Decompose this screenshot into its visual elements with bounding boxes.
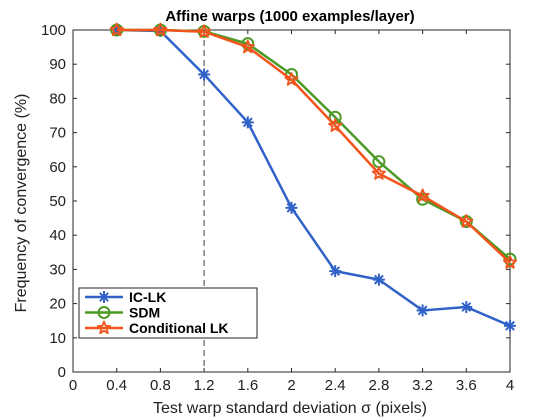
x-tick-label: 3.2 [412,377,433,394]
y-tick-label: 50 [49,193,66,210]
marker-stroke [242,117,253,128]
marker-stroke [99,292,109,302]
y-tick-label: 40 [49,227,66,244]
legend-swatch-marker [97,306,111,319]
legend-label: Conditional LK [129,320,229,336]
marker-star [240,39,255,54]
data-point [198,68,211,81]
marker-stroke [330,266,341,277]
legend-label: SDM [129,305,160,321]
marker-stroke [373,274,384,285]
series-line [116,28,511,327]
y-tick-label: 0 [58,364,66,381]
x-tick-label: 1.2 [194,377,215,394]
x-tick-label: 1.6 [237,377,258,394]
y-tick-label: 100 [41,22,66,39]
y-tick-label: 20 [49,296,66,313]
data-point [371,166,386,180]
marker-star [328,118,343,132]
marker-stroke [199,69,210,80]
legend-item: Conditional LK [85,320,229,336]
legend-label: IC-LK [129,289,166,305]
marker-star [197,24,212,38]
y-tick-label: 60 [49,159,66,176]
legend-item: SDM [85,305,160,321]
x-axis-label: Test warp standard deviation σ (pixels) [153,400,427,417]
marker-star [284,72,299,86]
legend-swatch-marker [98,291,110,303]
marker-star [109,22,124,37]
marker-star [371,166,386,180]
legend-swatch-marker [96,320,112,335]
marker-stroke [417,305,428,316]
marker-stroke [461,302,472,312]
y-tick-label: 10 [49,330,66,347]
x-tick-label: 0.4 [106,377,127,394]
series-conditional-lk [109,22,518,269]
data-point [416,304,429,317]
y-tick-label: 30 [49,261,66,278]
marker-circle [97,306,111,319]
y-tick-label: 70 [49,125,66,142]
data-point [240,39,255,54]
series-line [116,28,511,264]
data-point [460,301,473,314]
y-tick-label: 90 [49,56,66,73]
data-point [415,188,430,203]
marker-star [502,255,518,269]
data-point [459,214,474,228]
data-point [197,24,212,38]
data-point [329,265,342,278]
data-point [109,22,124,37]
x-tick-label: 2.4 [325,377,346,394]
marker-star [415,188,430,203]
data-point [241,116,254,129]
legend-item: IC-LK [85,289,166,305]
marker-star [96,320,112,335]
data-point [284,72,299,86]
data-point [328,110,342,124]
data-point [328,118,343,132]
chart-title: Affine warps (1000 examples/layer) [165,8,414,25]
marker-stroke [505,320,515,331]
x-tick-label: 0 [69,377,77,394]
marker-star [153,22,168,37]
data-point [285,201,298,214]
data-point [504,319,516,332]
marker-stroke [286,202,297,213]
x-tick-label: 2.8 [368,377,389,394]
x-tick-label: 4 [506,377,514,394]
marker-star [459,214,474,228]
x-tick-label: 2 [287,377,295,394]
y-axis-label: Frequency of convergence (%) [13,94,30,313]
data-point [502,255,518,269]
x-tick-label: 3.6 [456,377,477,394]
data-point [372,273,385,286]
x-tick-label: 0.8 [150,377,171,394]
axis-ticks [72,29,511,373]
data-point [153,22,168,37]
y-tick-label: 80 [49,90,66,107]
marker-circle [328,110,342,124]
